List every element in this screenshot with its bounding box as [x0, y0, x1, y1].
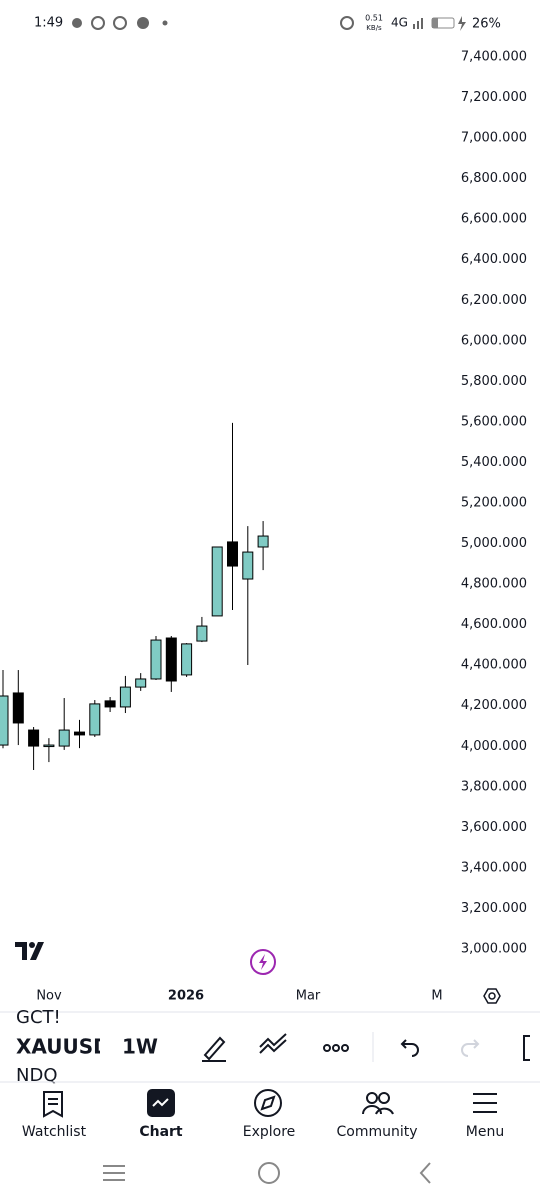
candle-body [28, 729, 40, 747]
nav-label: Explore [243, 1124, 296, 1140]
y-tick-label: 4,400.000 [461, 658, 527, 673]
y-tick-label: 3,200.000 [461, 901, 527, 916]
toolbar-icons[interactable] [202, 1033, 530, 1062]
y-tick-label: 3,000.000 [461, 942, 527, 957]
x-label: Nov [36, 989, 62, 1004]
y-tick-label: 3,400.000 [461, 860, 527, 875]
y-tick-label: 7,400.000 [461, 50, 527, 65]
y-tick-label: 3,600.000 [461, 820, 527, 835]
nav-label: Chart [139, 1124, 183, 1140]
y-tick-label: 5,600.000 [461, 414, 527, 429]
y-tick-label: 6,800.000 [461, 171, 527, 186]
y-tick-label: 6,400.000 [461, 252, 527, 267]
nav-label: Menu [466, 1124, 504, 1140]
candle-body [227, 541, 238, 567]
system-nav[interactable] [103, 1162, 431, 1184]
status-battery: 26% [472, 17, 501, 32]
interval[interactable]: 1W [122, 1035, 158, 1059]
candle-body [0, 695, 9, 746]
status-speed: 0.51 [365, 14, 383, 23]
candle-body [135, 678, 147, 688]
tv-logo [15, 942, 44, 960]
candle-body [150, 639, 162, 680]
y-tick-label: 5,000.000 [461, 536, 527, 551]
y-tick-label: 5,800.000 [461, 374, 527, 389]
candle-body [211, 546, 223, 617]
candle-body [119, 686, 131, 708]
y-tick-label: 4,200.000 [461, 698, 527, 713]
y-tick-label: 4,800.000 [461, 577, 527, 592]
settings-button[interactable] [483, 988, 501, 1004]
candle-body [43, 744, 55, 748]
status-speed-unit: KB/s [366, 24, 382, 32]
candle-body [181, 643, 193, 676]
x-label: Mar [296, 989, 321, 1004]
status-network: 4G [391, 16, 408, 30]
symbol[interactable]: XAUUSD [16, 1035, 110, 1059]
y-tick-label: 6,200.000 [461, 293, 527, 308]
chart: 3,000.000 3,200.000 3,400.000 3,600.000 3,80… [0, 50, 527, 1004]
candle-body [104, 700, 116, 708]
candle-body [12, 692, 24, 724]
nav-label: Watchlist [22, 1124, 87, 1140]
candle-body [58, 729, 70, 747]
nav-label: Community [336, 1124, 417, 1140]
y-tick-label: 5,200.000 [461, 496, 527, 511]
candle-body [165, 637, 177, 682]
nav-icons[interactable] [43, 1089, 497, 1118]
ghost-symbol: NDQ [16, 1065, 58, 1086]
flash-button[interactable] [250, 949, 276, 975]
y-tick-label: 4,000.000 [461, 739, 527, 754]
candle-body [74, 731, 85, 736]
candle-body [257, 535, 269, 548]
x-label: 2026 [168, 989, 204, 1004]
status-time: 1:49 [34, 16, 63, 31]
y-tick-label: 7,200.000 [461, 90, 527, 105]
y-tick-label: 6,000.000 [461, 333, 527, 348]
candle-body [196, 625, 208, 642]
y-tick-label: 6,600.000 [461, 212, 527, 227]
y-tick-label: 4,600.000 [461, 617, 527, 632]
ghost-symbol: GCT! [16, 1007, 61, 1028]
status-icons [72, 16, 466, 31]
y-tick-label: 5,400.000 [461, 455, 527, 470]
x-label: M [431, 989, 442, 1004]
candle-body [89, 703, 101, 736]
y-tick-label: 7,000.000 [461, 131, 527, 146]
y-tick-label: 3,800.000 [461, 779, 527, 794]
candle-body [242, 551, 254, 580]
